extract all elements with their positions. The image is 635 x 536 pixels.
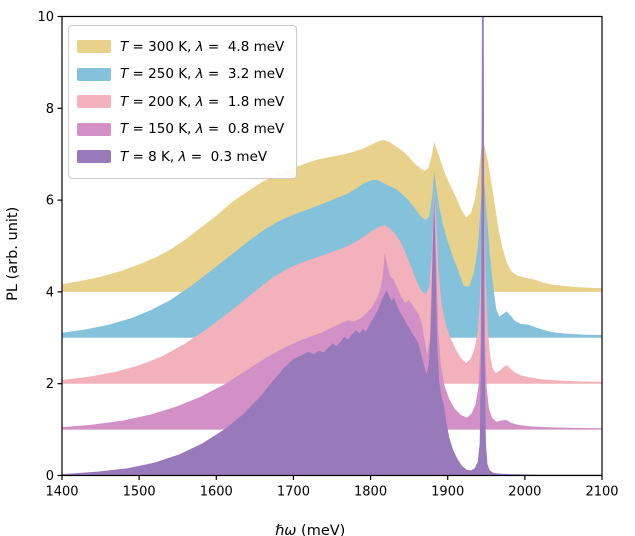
x-axis-label: ℏω (meV) xyxy=(0,507,602,536)
legend-patch-200K xyxy=(77,95,111,109)
y-tick-label: 0 xyxy=(46,469,54,484)
hbar-omega-symbol: ℏω xyxy=(275,523,297,536)
series-area-200K xyxy=(62,145,602,384)
series-areas xyxy=(62,16,602,476)
x-tick-label: 1900 xyxy=(431,485,464,500)
legend-item-200K: T = 200 K, λ = 1.8 meV xyxy=(77,88,284,116)
axes: 1400 1500 1600 1700 1800 1900 2000 2100 0 2 4 6 8 10 xyxy=(37,10,618,500)
legend-item-250K: T = 250 K, λ = 3.2 meV xyxy=(77,61,284,89)
y-tick-label: 8 xyxy=(46,102,54,117)
legend-item-8K: T = 8 K, λ = 0.3 meV xyxy=(77,143,284,171)
legend-label: T = 150 K, λ = 0.8 meV xyxy=(120,121,285,138)
y-axis-label: PL (arb. unit) xyxy=(5,206,21,301)
legend-patch-300K xyxy=(77,40,111,54)
legend-label: T = 300 K, λ = 4.8 meV xyxy=(120,38,285,55)
legend-item-300K: T = 300 K, λ = 4.8 meV xyxy=(77,33,284,61)
series-area-8K xyxy=(62,16,602,476)
x-tick-label: 1400 xyxy=(45,485,78,500)
x-tick-label: 1800 xyxy=(354,485,387,500)
legend-patch-8K xyxy=(77,150,111,164)
legend-label: T = 200 K, λ = 1.8 meV xyxy=(120,93,285,110)
y-tick-label: 2 xyxy=(46,377,54,392)
x-tick-label: 2100 xyxy=(585,485,618,500)
y-tick-label: 4 xyxy=(46,285,54,300)
x-tick-label: 1700 xyxy=(277,485,310,500)
legend-patch-250K xyxy=(77,67,111,81)
x-tick-label: 2000 xyxy=(508,485,541,500)
legend-label: T = 8 K, λ = 0.3 meV xyxy=(120,148,268,165)
legend-item-150K: T = 150 K, λ = 0.8 meV xyxy=(77,116,284,144)
y-tick-label: 6 xyxy=(46,194,54,209)
legend-label: T = 250 K, λ = 3.2 meV xyxy=(120,66,285,83)
legend: T = 300 K, λ = 4.8 meV T = 250 K, λ = 3.2… xyxy=(68,25,298,179)
legend-patch-150K xyxy=(77,122,111,136)
x-tick-label: 1500 xyxy=(123,485,156,500)
x-tick-label: 1600 xyxy=(200,485,233,500)
y-tick-label: 10 xyxy=(37,10,54,25)
plot-spines xyxy=(61,15,603,477)
